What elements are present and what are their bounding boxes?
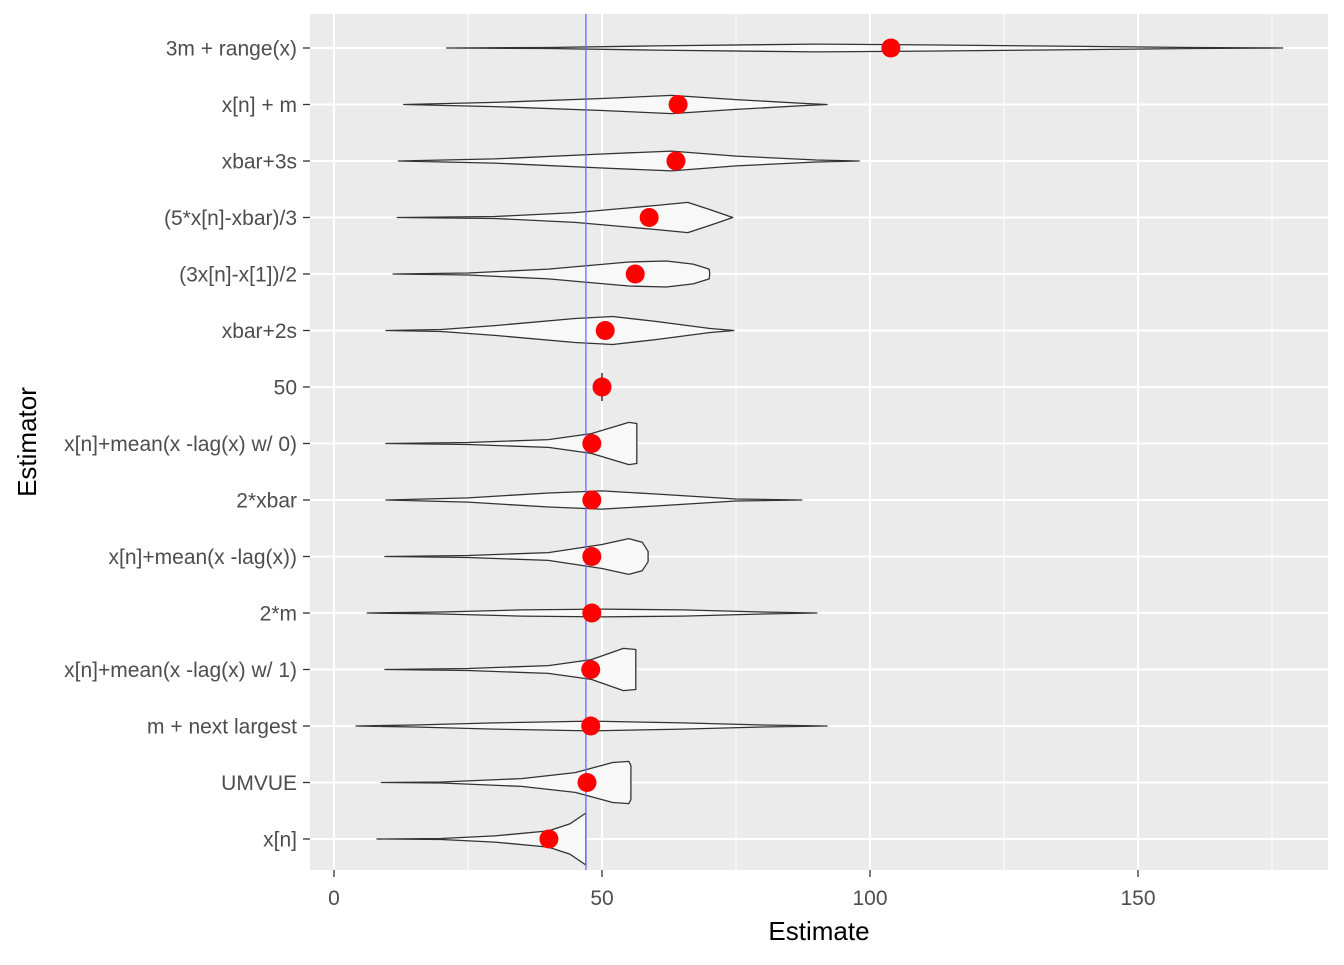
- point-estimate: [581, 716, 601, 736]
- point-estimate: [595, 321, 615, 340]
- y-tick-label: (5*x[n]-xbar)/3: [164, 207, 297, 230]
- point-estimate: [592, 377, 612, 397]
- x-axis: 0 50 100 150: [328, 870, 1156, 910]
- y-tick-label: m + next largest: [147, 716, 297, 739]
- y-tick-label: 50: [274, 377, 297, 400]
- violin: [380, 760, 632, 805]
- y-tick-label: (3x[n]-x[1])/2: [179, 264, 297, 287]
- y-tick-label: x[n] + m: [222, 94, 297, 117]
- point-estimate: [668, 95, 688, 114]
- y-tick-label: x[n]+mean(x -lag(x) w/ 1): [64, 659, 297, 682]
- point-estimate: [639, 208, 659, 227]
- point-estimate: [582, 490, 602, 510]
- y-tick-label: UMVUE: [221, 772, 297, 795]
- y-tick-label: 2*xbar: [236, 490, 297, 513]
- point-estimate: [582, 603, 602, 623]
- point-estimate: [581, 660, 601, 679]
- violin: [384, 537, 649, 576]
- violin: [397, 150, 860, 172]
- y-axis: 3m + range(x) x[n] + m xbar+3s (5*x[n]-xbar…: [64, 38, 310, 852]
- violin: [385, 315, 735, 346]
- y-axis-title: Estimator: [12, 387, 42, 497]
- point-estimate: [582, 547, 602, 566]
- point-estimate: [577, 773, 597, 792]
- y-tick-label: x[n]+mean(x -lag(x) w/ 0): [64, 433, 297, 456]
- violin: [445, 43, 1284, 53]
- y-tick-label: x[n]+mean(x -lag(x)): [109, 546, 297, 569]
- violin: [403, 94, 828, 115]
- x-tick-label: 50: [590, 887, 613, 910]
- y-tick-label: xbar+2s: [222, 320, 297, 343]
- point-estimates: [539, 38, 901, 849]
- x-tick-label: 150: [1120, 887, 1155, 910]
- violin: [384, 647, 637, 692]
- x-tick-label: 100: [852, 887, 887, 910]
- point-estimate: [666, 151, 686, 171]
- point-estimate: [881, 38, 901, 58]
- violin: [385, 421, 638, 466]
- x-tick-label: 0: [328, 887, 340, 910]
- point-estimate: [539, 829, 559, 849]
- point-estimate: [582, 434, 602, 453]
- x-axis-title: Estimate: [768, 916, 869, 946]
- point-estimate: [625, 264, 645, 284]
- y-tick-label: xbar+3s: [222, 151, 297, 174]
- y-tick-label: x[n]: [263, 829, 297, 852]
- y-tick-label: 2*m: [260, 603, 297, 626]
- y-tick-label: 3m + range(x): [166, 38, 297, 61]
